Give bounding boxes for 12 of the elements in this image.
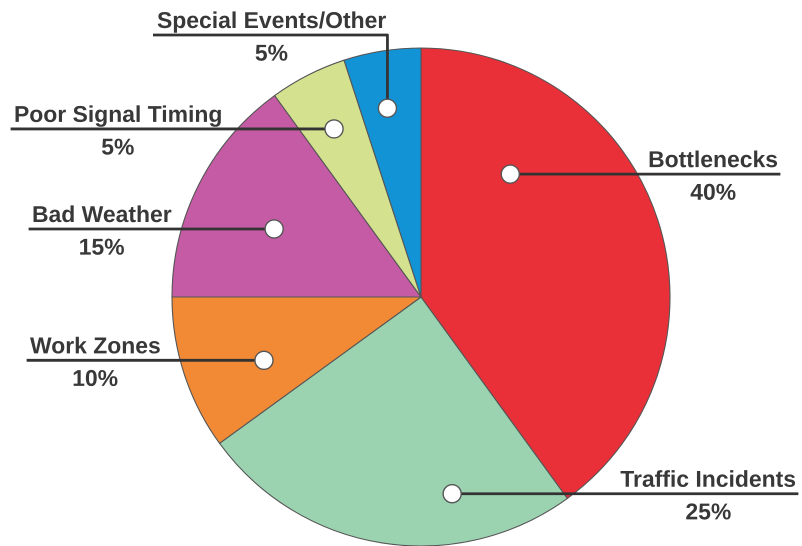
slice-label: Bad Weather bbox=[34, 205, 172, 222]
slice-label: Poor Signal Timing bbox=[16, 105, 221, 127]
data-label: 15% bbox=[80, 238, 124, 255]
data-label: 40% bbox=[690, 184, 736, 200]
slice-label: Bottlenecks bbox=[650, 150, 778, 168]
slice-label: Traffic Incidents bbox=[620, 470, 796, 487]
data-label: 5% bbox=[102, 138, 134, 155]
data-label: 5% bbox=[256, 44, 288, 61]
data-label: 10% bbox=[74, 370, 118, 386]
data-label: 25% bbox=[686, 503, 731, 520]
slice-label: Work Zones bbox=[30, 336, 160, 354]
slice-label: Special Events/Other bbox=[158, 11, 386, 33]
